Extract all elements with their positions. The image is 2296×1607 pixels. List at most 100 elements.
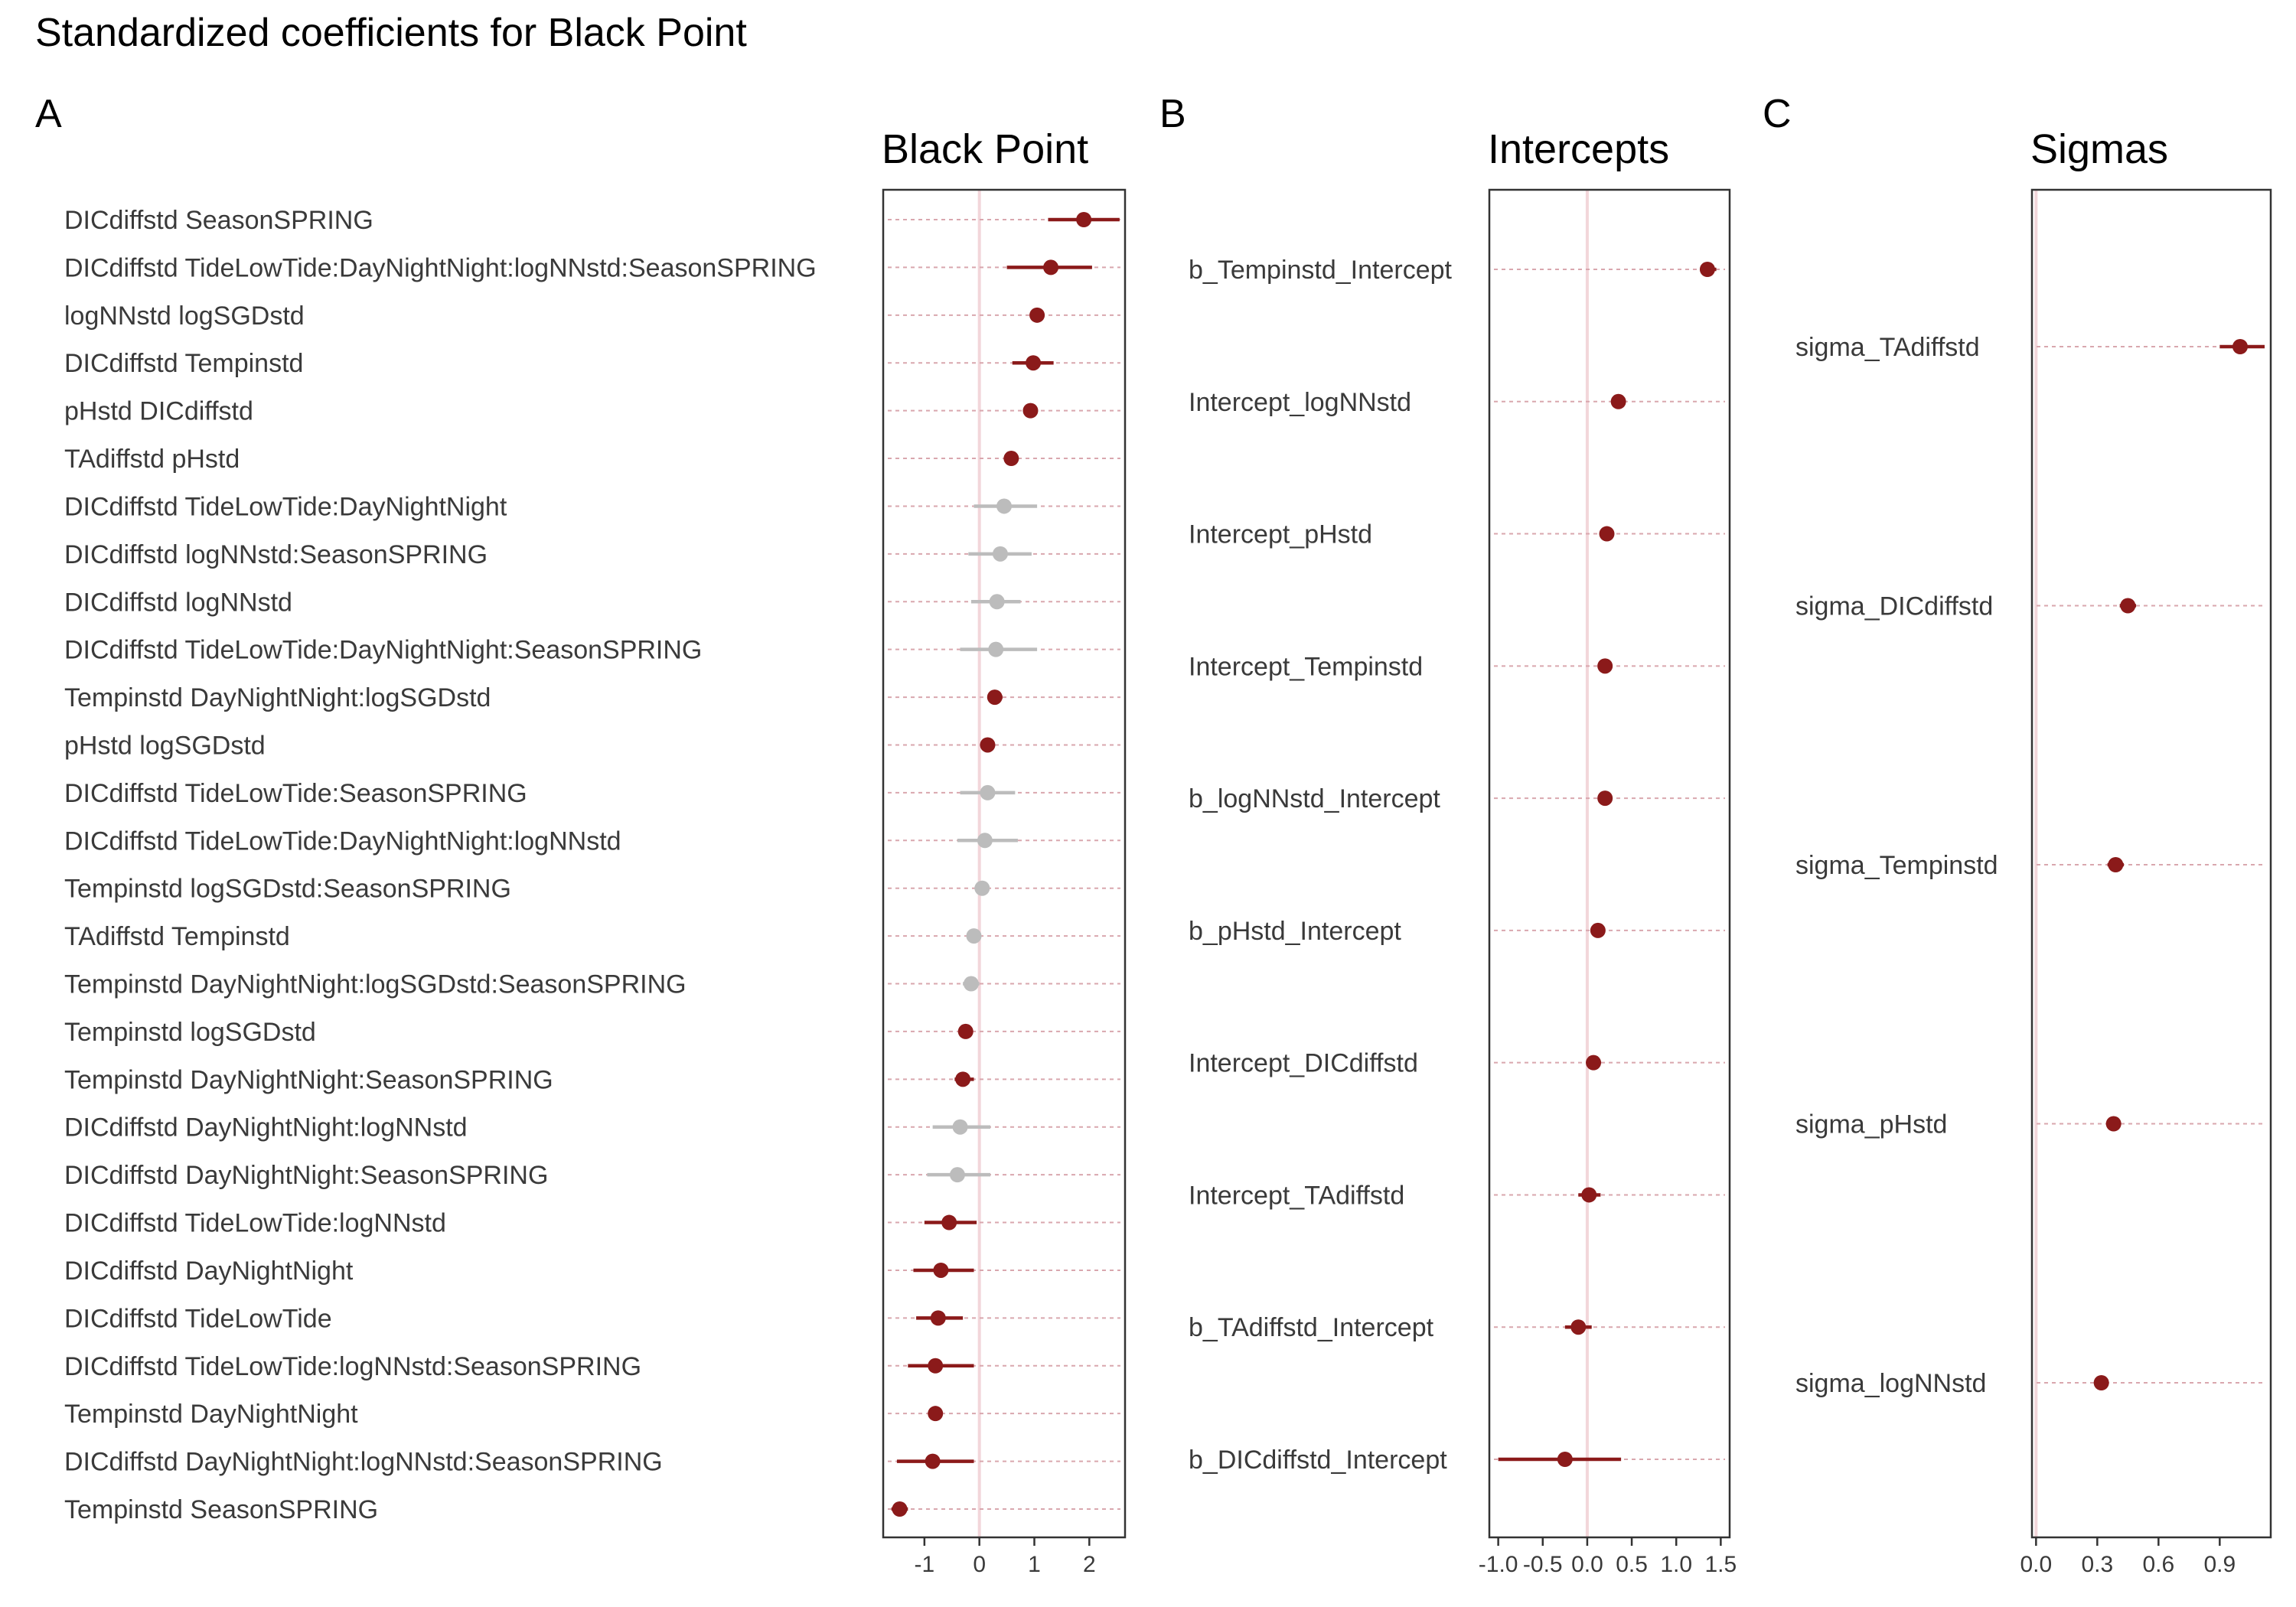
panel-a-title: Black Point [882, 126, 1088, 172]
row-label: DICdiffstd DayNightNight [64, 1257, 354, 1286]
row-label: DICdiffstd DayNightNight:SeasonSPRING [64, 1161, 548, 1190]
panel-b-tag: B [1159, 92, 1186, 136]
row-label: DICdiffstd TideLowTide:DayNightNight [64, 492, 507, 521]
estimate-point [1597, 790, 1613, 807]
estimate-point [955, 1071, 971, 1087]
panel-b-plot: b_Tempinstd_Intercept Intercept_logNNstd I… [1189, 188, 1737, 1577]
x-tick-label: 1.5 [1705, 1552, 1737, 1577]
estimate-point [2120, 598, 2136, 614]
row-label: DICdiffstd TideLowTide:DayNightNight:Sea… [64, 636, 702, 665]
estimate-point [1599, 526, 1615, 542]
panel-a-frame [882, 188, 1127, 1539]
row-label: DICdiffstd DayNightNight:logNNstd:Season… [64, 1448, 663, 1477]
estimate-point [989, 594, 1005, 610]
estimate-point [892, 1501, 908, 1517]
row-label: sigma_TAdiffstd [1795, 333, 1980, 362]
estimate-point [957, 1023, 974, 1039]
x-tick-label: -1.0 [1479, 1552, 1518, 1577]
row-label: logNNstd logSGDstd [64, 302, 305, 331]
x-tick-label: 0.5 [1616, 1552, 1648, 1577]
estimate-point [2232, 339, 2248, 354]
estimate-point [1610, 393, 1626, 409]
row-label: Intercept_pHstd [1189, 520, 1372, 549]
row-label: DICdiffstd SeasonSPRING [64, 206, 373, 235]
estimate-point [974, 880, 990, 896]
row-label: DICdiffstd DayNightNight:logNNstd [64, 1113, 468, 1143]
estimate-point [1586, 1054, 1602, 1071]
estimate-point [928, 1358, 944, 1374]
row-label: Tempinstd logSGDstd [64, 1018, 316, 1047]
panel-c-frame [2030, 188, 2272, 1539]
panel-c-title: Sigmas [2030, 126, 2168, 172]
row-label: DICdiffstd Tempinstd [64, 349, 303, 378]
estimate-point [2105, 1116, 2122, 1132]
estimate-point [949, 1167, 965, 1183]
estimate-point [1590, 922, 1606, 938]
row-label: Intercept_logNNstd [1189, 388, 1411, 417]
row-label: DICdiffstd TideLowTide:DayNightNight:log… [64, 826, 621, 856]
x-tick-label: 0.3 [2081, 1552, 2113, 1577]
row-label: b_Tempinstd_Intercept [1189, 256, 1453, 285]
row-label: DICdiffstd TideLowTide:logNNstd [64, 1209, 446, 1238]
panel-a-plot: DICdiffstd SeasonSPRING DICdiffstd TideLo… [64, 188, 1127, 1577]
row-label: Intercept_DICdiffstd [1189, 1049, 1418, 1078]
estimate-point [966, 928, 982, 944]
panel-c-tag: C [1763, 92, 1792, 136]
row-label: DICdiffstd TideLowTide:DayNightNight:log… [64, 253, 817, 282]
x-tick-label: -0.5 [1523, 1552, 1563, 1577]
estimate-point [980, 737, 996, 753]
estimate-point [941, 1214, 957, 1231]
estimate-point [1076, 212, 1092, 227]
estimate-point [977, 833, 993, 849]
row-label: Tempinstd DayNightNight [64, 1400, 358, 1429]
row-label: DICdiffstd TideLowTide:SeasonSPRING [64, 779, 527, 808]
estimate-point [1022, 403, 1039, 419]
row-label: sigma_DICdiffstd [1795, 592, 1993, 621]
row-label: Tempinstd DayNightNight:logSGDstd [64, 683, 491, 712]
estimate-point [1026, 355, 1042, 371]
row-label: Intercept_TAdiffstd [1189, 1181, 1404, 1210]
panel-c-plot: sigma_TAdiffstd sigma_DICdiffstd sigma_Tem… [1795, 188, 2272, 1577]
estimate-point [1557, 1452, 1573, 1467]
row-label: sigma_pHstd [1795, 1110, 1947, 1139]
estimate-point [987, 689, 1003, 706]
x-tick-label: 0.6 [2142, 1552, 2174, 1577]
row-label: pHstd DICdiffstd [64, 397, 253, 426]
estimate-point [2108, 857, 2124, 872]
estimate-point [933, 1262, 949, 1278]
estimate-point [2093, 1375, 2109, 1390]
estimate-point [930, 1310, 946, 1326]
row-label: b_logNNstd_Intercept [1189, 784, 1440, 813]
x-tick-label: 0.0 [2020, 1552, 2052, 1577]
row-label: pHstd logSGDstd [64, 731, 266, 760]
estimate-point [1029, 307, 1045, 323]
row-label: TAdiffstd pHstd [64, 445, 240, 474]
figure-title: Standardized coefficients for Black Poin… [35, 11, 747, 55]
row-label: b_DICdiffstd_Intercept [1189, 1446, 1447, 1475]
panel-a-tag: A [35, 92, 62, 136]
row-label: Tempinstd SeasonSPRING [64, 1495, 378, 1524]
row-label: Tempinstd DayNightNight:logSGDstd:Season… [64, 970, 687, 999]
estimate-point [988, 641, 1004, 657]
x-tick-label: 0.9 [2203, 1552, 2236, 1577]
estimate-point [952, 1119, 968, 1135]
row-label: DICdiffstd logNNstd:SeasonSPRING [64, 540, 488, 569]
row-label: Tempinstd DayNightNight:SeasonSPRING [64, 1065, 553, 1094]
estimate-point [1581, 1187, 1597, 1203]
row-label: b_TAdiffstd_Intercept [1189, 1313, 1434, 1342]
x-tick-label: 0 [973, 1552, 986, 1577]
x-tick-label: 1.0 [1660, 1552, 1692, 1577]
estimate-point [992, 546, 1008, 562]
row-label: Tempinstd logSGDstd:SeasonSPRING [64, 875, 511, 904]
estimate-point [980, 784, 996, 800]
x-tick-label: 1 [1028, 1552, 1041, 1577]
estimate-point [1699, 262, 1715, 277]
row-label: sigma_logNNstd [1795, 1369, 1986, 1398]
row-label: TAdiffstd Tempinstd [64, 922, 290, 951]
estimate-point [1597, 658, 1613, 674]
x-tick-label: 0.0 [1571, 1552, 1603, 1577]
estimate-point [928, 1406, 944, 1422]
row-label: sigma_Tempinstd [1795, 851, 1998, 880]
x-tick-label: 2 [1083, 1552, 1096, 1577]
